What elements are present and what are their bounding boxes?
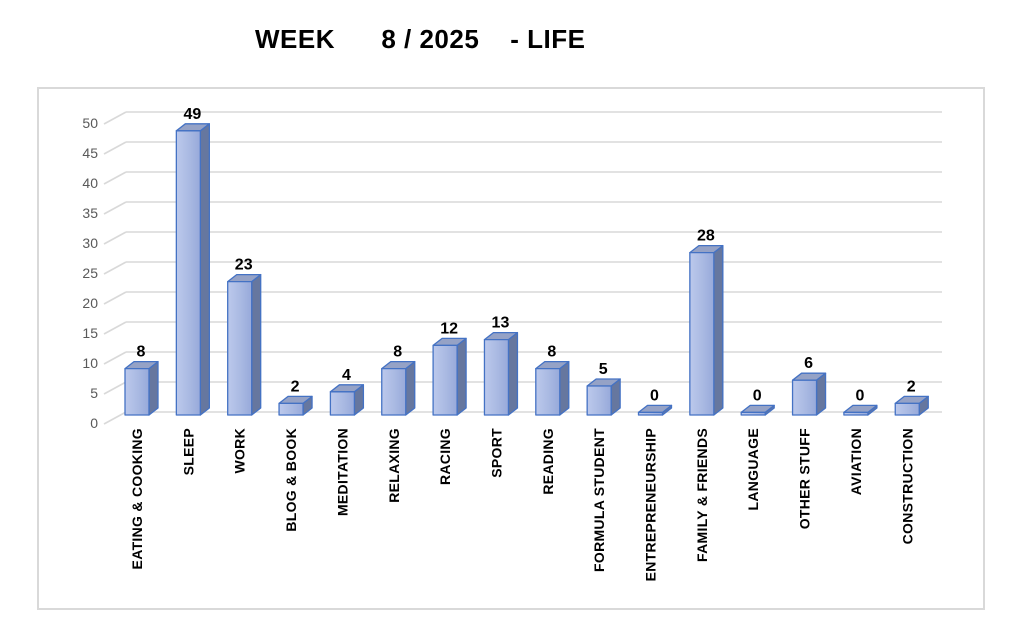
gridline-3d-connector xyxy=(103,111,127,125)
bar-blog-book xyxy=(278,402,304,416)
gridline-3d-connector xyxy=(103,321,127,335)
bar-side-reading xyxy=(559,360,570,416)
bar-side-family-friends xyxy=(713,244,724,416)
gridline-3d-connector xyxy=(103,261,127,275)
y-tick-label: 50 xyxy=(82,115,98,131)
x-category-label-sport: SPORT xyxy=(488,428,504,478)
bar-language xyxy=(740,411,766,416)
x-category-label-blog-book: BLOG & BOOK xyxy=(283,428,299,532)
bar-side-eating-cooking xyxy=(148,360,159,416)
bar-side-sleep xyxy=(199,123,211,416)
bar-sleep xyxy=(175,130,202,416)
gridline-3d-connector xyxy=(103,351,127,365)
y-tick-label: 45 xyxy=(82,145,98,161)
bar-value-label: 23 xyxy=(235,257,253,274)
bar-side-work xyxy=(251,273,262,416)
x-category-label-eating-cooking: EATING & COOKING xyxy=(129,428,145,569)
gridline-3d-connector xyxy=(103,411,127,425)
bar-value-label: 8 xyxy=(137,344,146,361)
gridline-3d-connector xyxy=(103,381,127,395)
y-tick-label: 5 xyxy=(90,385,98,401)
x-category-label-meditation: MEDITATION xyxy=(334,428,350,516)
x-category-label-relaxing: RELAXING xyxy=(386,428,402,503)
x-category-label-racing: RACING xyxy=(437,428,453,485)
bar-value-label: 13 xyxy=(492,315,510,332)
bar-other-stuff xyxy=(791,379,818,416)
bar-eating-cooking xyxy=(124,367,150,416)
bar-value-label: 8 xyxy=(393,344,402,361)
x-category-label-language: LANGUAGE xyxy=(745,428,761,511)
bar-value-label: 2 xyxy=(907,378,916,395)
bar-side-sport xyxy=(507,331,519,416)
bar-formula-student xyxy=(586,385,612,416)
bar-value-label: 4 xyxy=(342,367,351,384)
bar-reading xyxy=(535,367,561,416)
x-category-label-work: WORK xyxy=(232,428,248,474)
bar-value-label: 0 xyxy=(753,387,762,404)
bar-value-label: 0 xyxy=(650,387,659,404)
gridline-3d-connector xyxy=(103,231,127,245)
bar-value-label: 49 xyxy=(183,106,201,123)
y-tick-label: 10 xyxy=(82,355,98,371)
y-tick-label: 15 xyxy=(82,325,98,341)
bar-side-relaxing xyxy=(405,360,416,416)
gridline-3d-connector xyxy=(103,291,127,305)
y-tick-label: 40 xyxy=(82,175,98,191)
x-category-label-aviation: AVIATION xyxy=(848,428,864,495)
bar-construction xyxy=(894,402,920,416)
x-category-label-reading: READING xyxy=(540,428,556,495)
y-tick-label: 0 xyxy=(90,415,98,431)
chart-title: WEEK 8 / 2025 - LIFE xyxy=(255,24,586,54)
bar-relaxing xyxy=(381,367,407,416)
bar-value-label: 12 xyxy=(440,320,458,337)
bar-sport xyxy=(483,338,510,416)
x-category-label-sleep: SLEEP xyxy=(180,428,196,475)
gridline-3d-connector xyxy=(103,141,127,155)
y-tick-label: 25 xyxy=(82,265,98,281)
x-category-label-other-stuff: OTHER STUFF xyxy=(797,428,813,529)
bar-racing xyxy=(432,344,458,416)
y-tick-label: 35 xyxy=(82,205,98,221)
bar-side-racing xyxy=(456,337,467,416)
gridline-3d-connector xyxy=(103,201,127,215)
x-category-label-construction: CONSTRUCTION xyxy=(899,428,915,544)
bar-value-label: 6 xyxy=(804,355,813,372)
y-tick-label: 20 xyxy=(82,295,98,311)
x-category-label-family-friends: FAMILY & FRIENDS xyxy=(694,428,710,562)
bar-meditation xyxy=(329,391,356,416)
bar-value-label: 5 xyxy=(599,361,608,378)
x-category-label-entrepreneurship: ENTREPRENEURSHIP xyxy=(643,428,659,581)
x-category-label-formula-student: FORMULA STUDENT xyxy=(591,428,607,572)
bar-value-label: 8 xyxy=(547,344,556,361)
gridline-3d-connector xyxy=(103,171,127,185)
chart-area: 0 5 10 15 20 25 30 35 40 45 50 8 EATING & COOKING 49… xyxy=(37,87,985,610)
bar-value-label: 0 xyxy=(855,387,864,404)
bar-value-label: 28 xyxy=(697,228,715,245)
bar-family-friends xyxy=(689,251,715,416)
bar-value-label: 2 xyxy=(291,378,300,395)
bar-work xyxy=(227,280,253,416)
y-tick-label: 30 xyxy=(82,235,98,251)
bar-aviation xyxy=(843,411,869,416)
bar-entrepreneurship xyxy=(637,411,664,416)
